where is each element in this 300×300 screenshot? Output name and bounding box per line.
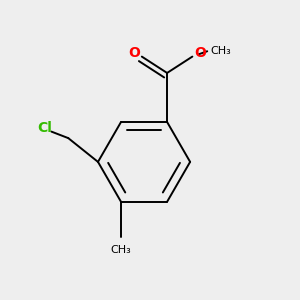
Text: O: O — [194, 46, 206, 60]
Text: CH₃: CH₃ — [210, 46, 231, 56]
Text: Cl: Cl — [37, 121, 52, 135]
Text: O: O — [128, 46, 140, 60]
Text: CH₃: CH₃ — [111, 245, 131, 255]
